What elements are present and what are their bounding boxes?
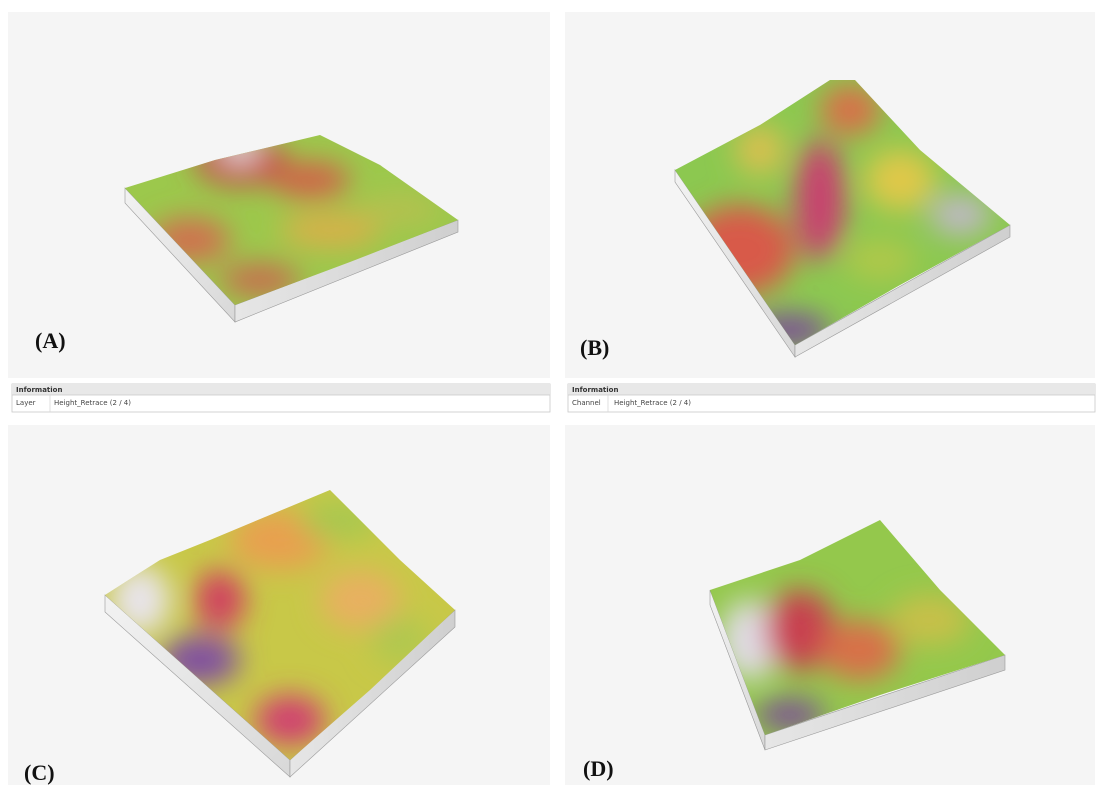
info-field: Channel	[572, 399, 601, 407]
info-title: Information	[572, 386, 618, 394]
info-title: Information	[16, 386, 62, 394]
panel-label: (A)	[35, 328, 66, 353]
figure-canvas: (A) (B) (C) (D) Information Layer Height…	[0, 0, 1097, 785]
panel-label: (D)	[583, 756, 614, 781]
info-bar: Information Channel Height_Retrace (2 / …	[568, 384, 1095, 412]
info-field: Layer	[16, 399, 36, 407]
panel-label: (B)	[580, 335, 609, 360]
panel-label: (C)	[24, 760, 55, 785]
info-value: Height_Retrace (2 / 4)	[614, 399, 691, 407]
figure: (A) (B) (C) (D) Information Layer Height…	[0, 0, 1097, 785]
info-value: Height_Retrace (2 / 4)	[54, 399, 131, 407]
info-bar: Information Layer Height_Retrace (2 / 4)	[12, 384, 550, 412]
